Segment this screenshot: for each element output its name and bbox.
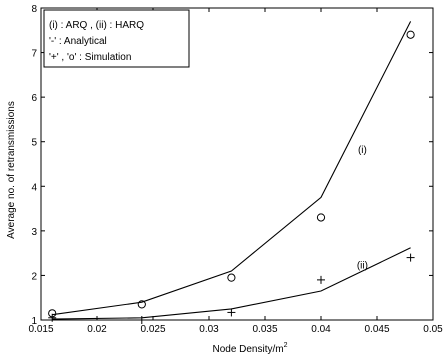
marker-plus-harq-simulation <box>406 253 415 262</box>
plot-area <box>40 7 434 321</box>
axis-ticks: 0.015 0.02 0.025 0.03 0.035 0.04 0.045 0.05 1 2 3 4… <box>28 4 443 335</box>
annotations-layer: (i) (ii) <box>357 145 368 272</box>
y-tick-label: 2 <box>31 271 37 282</box>
legend-entry-arq-harq: (i) : ARQ , (ii) : HARQ <box>49 20 144 31</box>
x-tick-label: 0.04 <box>311 324 331 335</box>
marker-circle-arq-simulation <box>137 300 146 309</box>
y-axis-label: Average no. of retransmissions <box>6 101 17 239</box>
y-tick-label: 7 <box>31 49 37 60</box>
marker-plus-harq-simulation <box>48 313 57 322</box>
annotation-label: (ii) <box>357 261 368 272</box>
markers-layer <box>48 30 415 324</box>
y-tick-label: 8 <box>31 4 37 15</box>
x-axis-label-superscript: 2 <box>284 342 288 349</box>
x-tick-label: 0.05 <box>423 324 443 335</box>
x-tick-label: 0.025 <box>140 324 165 335</box>
legend-box <box>43 9 190 68</box>
legend-entry-analytical: '-' : Analytical <box>49 36 107 47</box>
x-axis-label-text: Node Density/m <box>212 344 283 355</box>
x-axis-label: Node Density/m2 <box>212 342 287 355</box>
marker-circle-arq-simulation <box>316 213 326 222</box>
y-tick-label: 3 <box>31 227 37 238</box>
plot-frame <box>40 7 434 321</box>
legend: (i) : ARQ , (ii) : HARQ '-' : Analytical… <box>43 9 190 68</box>
y-tick-label: 5 <box>31 138 37 149</box>
x-tick-label: 0.035 <box>252 324 277 335</box>
annotation-label: (i) <box>358 145 367 156</box>
marker-circle-arq-simulation <box>406 30 415 39</box>
x-tick-label: 0.02 <box>87 324 107 335</box>
x-tick-label: 0.015 <box>28 324 53 335</box>
marker-circle-arq-simulation <box>227 273 236 282</box>
legend-entry-simulation: '+' , 'o' : Simulation <box>49 52 131 63</box>
series-line-arq-analytical <box>52 21 412 316</box>
marker-plus-harq-simulation <box>137 316 146 324</box>
marker-plus-harq-simulation <box>317 275 325 284</box>
marker-plus-harq-simulation <box>227 308 236 317</box>
x-tick-label: 0.045 <box>364 324 389 335</box>
y-tick-label: 6 <box>31 93 37 104</box>
x-tick-label: 0.03 <box>199 324 219 335</box>
y-tick-label: 1 <box>31 316 37 327</box>
y-tick-label: 4 <box>31 182 37 193</box>
